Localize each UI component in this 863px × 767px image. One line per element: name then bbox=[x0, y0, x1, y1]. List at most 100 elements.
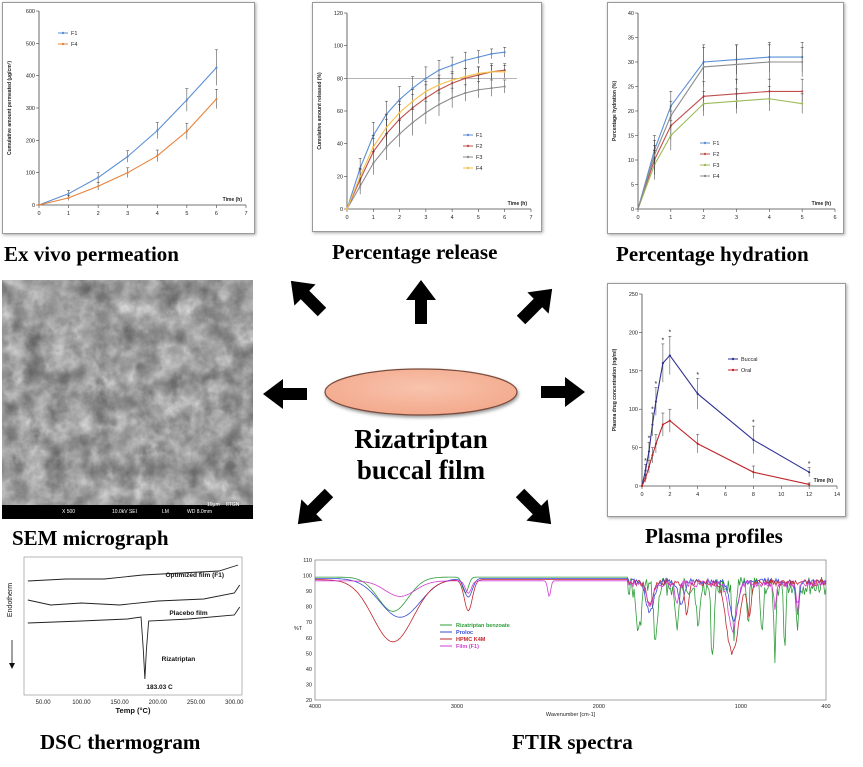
legend-marker bbox=[467, 167, 469, 169]
data-point bbox=[412, 87, 414, 89]
data-point bbox=[451, 64, 453, 66]
x-tick-label: 250.00 bbox=[187, 700, 206, 706]
y-tick-label: 50 bbox=[632, 446, 638, 452]
y-tick-label: 40 bbox=[306, 667, 312, 673]
data-point bbox=[808, 483, 810, 485]
legend-marker bbox=[704, 153, 706, 155]
data-point bbox=[156, 155, 158, 157]
x-tick-label: 3000 bbox=[451, 704, 463, 710]
y-tick-label: 100 bbox=[334, 44, 343, 50]
data-point bbox=[670, 115, 672, 117]
series-line-F1 bbox=[39, 68, 216, 205]
y-tick-label: 250 bbox=[629, 292, 638, 298]
legend-label: F2 bbox=[476, 144, 482, 150]
x-tick-label: 100.00 bbox=[72, 700, 91, 706]
trace-rizatriptan bbox=[28, 607, 240, 679]
x-axis-label: Time (h) bbox=[814, 478, 834, 484]
y-tick-label: 80 bbox=[337, 76, 343, 82]
y-tick-label: 35 bbox=[628, 36, 634, 42]
x-tick-label: 6 bbox=[503, 215, 506, 221]
legend-label: Oral bbox=[741, 368, 751, 374]
data-point bbox=[490, 71, 492, 73]
data-point bbox=[641, 485, 643, 487]
label-placebo-film: Placebo film bbox=[169, 610, 208, 617]
significance-marker: * bbox=[808, 461, 811, 468]
ftir-spectra-chart: 4000300020001000400203040506070809010011… bbox=[290, 555, 833, 720]
data-point bbox=[412, 121, 414, 123]
data-point bbox=[801, 103, 803, 105]
dsc-chart-panel: 50.00100.00150.00200.00250.00300.00Temp … bbox=[2, 555, 247, 715]
significance-marker: * bbox=[696, 372, 699, 379]
caption-release: Percentage release bbox=[332, 240, 497, 265]
y-tick-label: 120 bbox=[334, 11, 343, 17]
y-axis-label: Endotherm bbox=[7, 583, 14, 617]
legend-marker bbox=[467, 134, 469, 136]
label-optimized-film: Optimized film (F1) bbox=[166, 572, 225, 579]
legend-label: F4 bbox=[476, 166, 482, 172]
caption-hydration: Percentage hydration bbox=[616, 242, 809, 267]
x-tick-label: 0 bbox=[640, 492, 643, 498]
y-tick-label: 40 bbox=[628, 11, 634, 17]
x-tick-label: 2 bbox=[702, 215, 705, 221]
series-line-F4 bbox=[638, 62, 802, 209]
y-tick-label: 25 bbox=[628, 85, 634, 91]
x-tick-label: 5 bbox=[185, 211, 188, 217]
data-point bbox=[359, 175, 361, 177]
y-axis-label: Percentage hydration (%) bbox=[612, 81, 618, 142]
data-point bbox=[372, 146, 374, 148]
y-tick-label: 400 bbox=[26, 74, 35, 80]
sem-mag: X 500 bbox=[62, 505, 75, 519]
x-axis-label: Temp (°C) bbox=[116, 706, 151, 715]
data-point bbox=[504, 51, 506, 53]
x-tick-label: 14 bbox=[834, 492, 840, 498]
sem-kv: 10.0kV SEI bbox=[112, 505, 137, 519]
y-tick-label: 80 bbox=[306, 605, 312, 611]
x-tick-label: 1 bbox=[669, 215, 672, 221]
data-point bbox=[801, 90, 803, 92]
legend-label: F3 bbox=[476, 155, 482, 161]
data-point bbox=[653, 154, 655, 156]
y-tick-label: 90 bbox=[306, 589, 312, 595]
significance-marker: * bbox=[668, 330, 671, 337]
data-point bbox=[648, 450, 650, 452]
endotherm-arrow-head bbox=[9, 663, 15, 669]
y-tick-label: 0 bbox=[340, 207, 343, 213]
significance-marker: * bbox=[651, 407, 654, 414]
arrow-to-ex-vivo bbox=[280, 270, 332, 322]
y-tick-label: 200 bbox=[26, 138, 35, 144]
y-tick-label: 300 bbox=[26, 106, 35, 112]
data-point bbox=[438, 103, 440, 105]
data-point bbox=[490, 53, 492, 55]
legend-label: Film (F1) bbox=[456, 644, 479, 650]
y-axis-label: %T bbox=[294, 626, 303, 632]
x-tick-label: 4 bbox=[768, 215, 771, 221]
y-tick-label: 200 bbox=[629, 330, 638, 336]
data-point bbox=[412, 100, 414, 102]
data-point bbox=[215, 66, 217, 68]
data-point bbox=[38, 204, 40, 206]
legend-marker bbox=[732, 358, 734, 360]
x-tick-label: 200.00 bbox=[149, 700, 168, 706]
x-axis-label: Time (h) bbox=[812, 201, 832, 207]
data-point bbox=[464, 76, 466, 78]
significance-marker: * bbox=[644, 458, 647, 465]
percentage-release-chart: 01234567020406080100120Time (h)Cumulativ… bbox=[313, 3, 541, 231]
data-point bbox=[504, 85, 506, 87]
legend-marker bbox=[62, 32, 64, 34]
data-point bbox=[127, 155, 129, 157]
sem-texture bbox=[2, 280, 253, 505]
legend-label: F4 bbox=[71, 42, 77, 48]
sem-info-bar: X 500 10.0kV SEI LM WD 8.0mm 10µm IITGN bbox=[2, 505, 253, 519]
data-point bbox=[637, 208, 639, 210]
legend-marker bbox=[732, 369, 734, 371]
x-tick-label: 10 bbox=[778, 492, 784, 498]
plasma-profiles-chart: 02468101214050100150200250Time (h)Plasma… bbox=[608, 284, 845, 516]
data-point bbox=[438, 84, 440, 86]
arrow-to-sem bbox=[263, 379, 307, 409]
peak-annotation: 183.03 C bbox=[146, 684, 173, 691]
data-point bbox=[346, 208, 348, 210]
release-chart-panel: 01234567020406080100120Time (h)Cumulativ… bbox=[312, 2, 542, 232]
data-point bbox=[651, 423, 653, 425]
data-point bbox=[67, 193, 69, 195]
x-tick-label: 1 bbox=[372, 215, 375, 221]
